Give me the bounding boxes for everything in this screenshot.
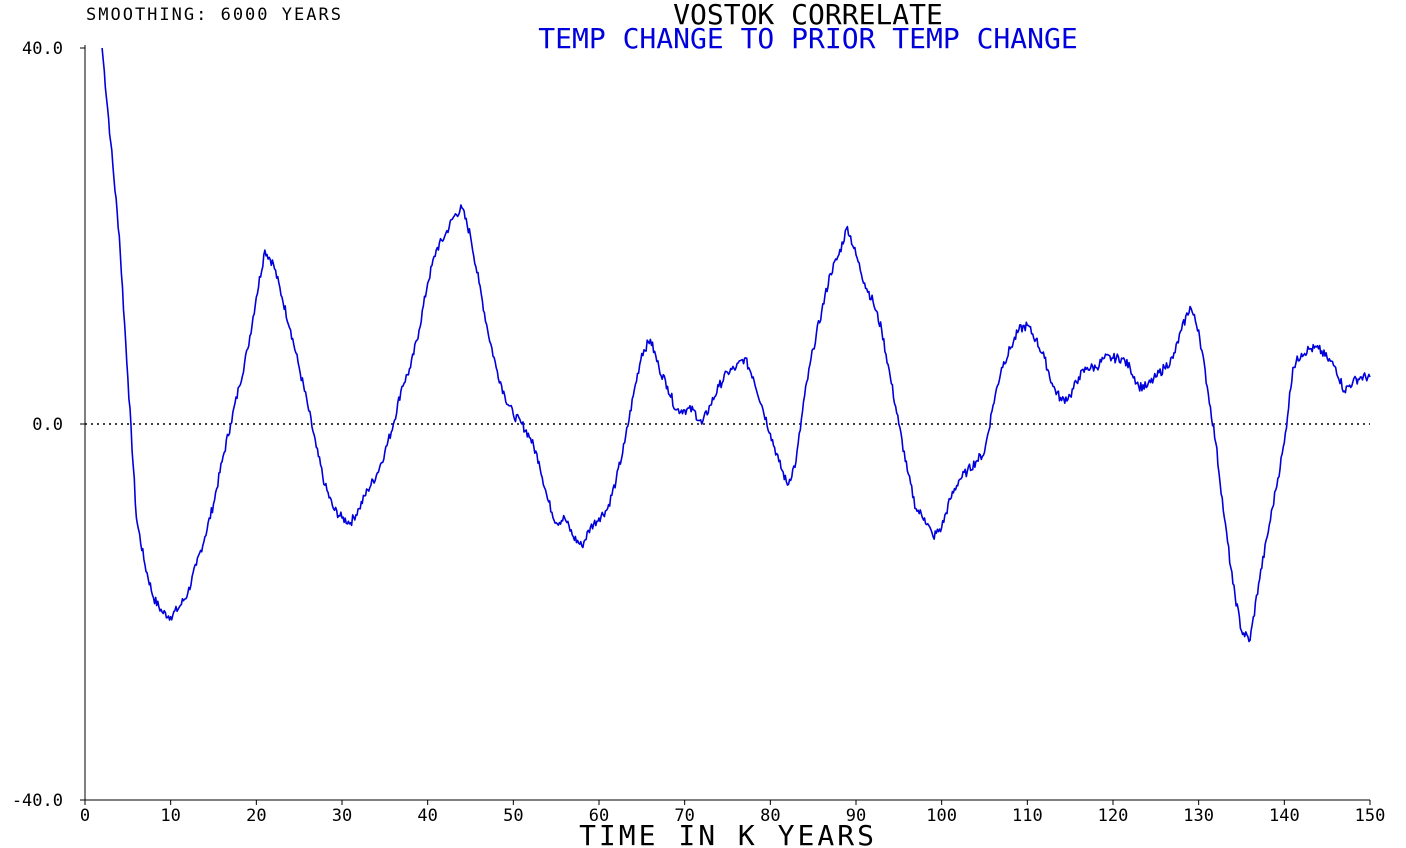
smoothing-annotation: SMOOTHING: 6000 YEARS [86,5,343,25]
x-tick-label: 60 [589,806,609,826]
x-tick-label: 20 [246,806,266,826]
x-tick-label: 90 [846,806,866,826]
x-tick-label: 120 [1098,806,1129,826]
y-tick-label: 0.0 [32,415,63,435]
x-axis-ticks: 0 10 20 30 40 50 60 70 80 90 100 110 120 130 140 150 [80,800,1385,826]
x-tick-label: 50 [503,806,523,826]
x-tick-label: 100 [926,806,957,826]
x-tick-label: 30 [332,806,352,826]
y-tick-label: -40.0 [12,791,63,811]
series-line-temp-correlate [101,47,1371,643]
x-tick-label: 40 [417,806,437,826]
chart-title: VOSTOK CORRELATE [673,0,943,31]
x-tick-label: 10 [160,806,180,826]
x-axis-label: TIME IN K YEARS [579,819,877,848]
chart-subtitle: TEMP CHANGE TO PRIOR TEMP CHANGE [538,22,1077,55]
y-tick-label: 40.0 [22,39,63,59]
x-tick-label: 80 [760,806,780,826]
x-tick-label: 150 [1355,806,1386,826]
y-axis-ticks: 40.0 0.0 -40.0 [12,39,85,811]
x-tick-label: 140 [1269,806,1300,826]
x-tick-label: 110 [1012,806,1043,826]
x-tick-label: 130 [1183,806,1214,826]
x-tick-label: 0 [80,806,90,826]
x-tick-label: 70 [674,806,694,826]
